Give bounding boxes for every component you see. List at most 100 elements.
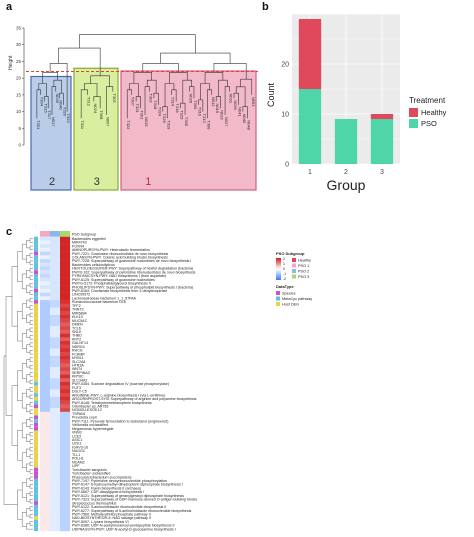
heatmap-cell xyxy=(50,322,60,327)
heatmap-cell xyxy=(60,307,70,312)
datatype-cell xyxy=(34,393,38,397)
heatmap-cell xyxy=(50,363,60,368)
heatmap-cell xyxy=(60,527,70,532)
heatmap-cell xyxy=(50,370,60,375)
heatmap-cell xyxy=(60,475,70,480)
heatmap-cell xyxy=(40,251,50,256)
datatype-cell xyxy=(34,527,38,531)
leaf-label: N007 xyxy=(106,117,111,127)
datatype-cell xyxy=(34,266,38,271)
heatmap-cell xyxy=(60,236,70,241)
cluster-box-2 xyxy=(30,75,72,191)
heatmap-cell xyxy=(60,393,70,398)
heatmap-cell xyxy=(50,251,60,256)
row-dendro-branch xyxy=(26,433,30,442)
row-dendro-branch xyxy=(26,344,30,353)
leaf-label: T324 xyxy=(157,107,162,117)
heatmap-cell xyxy=(50,396,60,401)
row-dendro-branch xyxy=(22,452,27,468)
heatmap-cell xyxy=(50,463,60,468)
datatype-cell xyxy=(34,382,38,386)
heatmap-cell xyxy=(60,519,70,524)
heatmap-cell xyxy=(50,419,60,424)
leaf-label: T318 xyxy=(153,100,158,110)
heatmap-row-label: Turicibacter sanguinis xyxy=(72,468,107,472)
legend-label: PSO xyxy=(421,119,437,128)
heatmap-cell xyxy=(50,367,60,372)
bar-y-tick-label: 0 xyxy=(285,162,289,169)
leaf-label: T321 xyxy=(135,104,140,114)
heatmap-cell xyxy=(50,445,60,450)
leaf-label: N041 xyxy=(237,107,242,117)
heatmap-row-label: PYRIDNUCSYN-PWY: NAD biosynthesis I (fro… xyxy=(72,274,166,278)
heatmap-cell xyxy=(40,262,50,267)
heatmap-cell xyxy=(60,501,70,506)
cluster-box-3 xyxy=(73,67,119,191)
datatype-cell xyxy=(34,512,38,517)
row-dendro-branch xyxy=(29,379,33,385)
heatmap-cell xyxy=(60,288,70,293)
row-dendro-branch xyxy=(29,238,33,243)
heatmap-cell xyxy=(60,408,70,412)
heatmap-cell xyxy=(60,385,70,390)
heatmap-cell xyxy=(50,281,60,286)
heatmap-row-label: PWY-6148: Tetrahydromethanopterin biosyn… xyxy=(72,401,152,405)
heatmap-cell xyxy=(50,236,60,241)
heatmap-cell xyxy=(40,326,50,331)
heatmap-row-label: ASIC1 xyxy=(72,438,82,442)
datatype-cell xyxy=(34,404,38,409)
heatmap-cell xyxy=(40,277,50,282)
heatmap-row-label: UCK1 xyxy=(72,442,82,446)
datatype-cell xyxy=(34,497,38,502)
heatmap-cell xyxy=(40,259,50,263)
datatype-cell xyxy=(34,300,38,304)
heatmap-cell xyxy=(40,501,50,506)
legend-label: Healthy xyxy=(421,108,447,117)
heatmap-cell xyxy=(60,486,70,491)
heatmap-cell xyxy=(50,523,60,528)
heatmap-row-label: UDPNAGSYN-PWY: UDP-N-acetyl-D-glucosamin… xyxy=(72,527,176,531)
heatmap-cell xyxy=(40,322,50,327)
datatype-cell xyxy=(34,437,38,442)
heatmap-cell xyxy=(40,273,50,278)
bar-y-label: Count xyxy=(266,83,276,108)
dendro-tick-label: 0 xyxy=(18,143,21,148)
dendrogram-y-axis: 0 5 10 15 20 25 30 35 xyxy=(16,26,25,148)
heatmap-cell xyxy=(40,463,50,468)
leaf-label: T314 xyxy=(171,97,176,107)
heatmap-cell xyxy=(40,404,50,409)
leaf-label: T303 xyxy=(112,94,117,104)
row-dendro-branch xyxy=(26,329,30,338)
row-dendro-branch xyxy=(26,299,30,308)
heatmap-cell xyxy=(60,434,70,439)
datatype-cell xyxy=(34,337,38,342)
datatype-legend-label: MetaCyc pathway xyxy=(282,297,312,301)
heatmap-row-label: PWY-7323: Superpathway of GDP-mannose-de… xyxy=(72,498,197,502)
leaf-label: N053 xyxy=(251,97,256,107)
heatmap-cell xyxy=(40,508,50,513)
heatmap-cell xyxy=(40,240,50,245)
heatmap-row-label: LINC00972 xyxy=(72,293,90,297)
heatmap-row-label: Bacteroides cellulosilyticus xyxy=(72,263,115,267)
row-dendro-branch xyxy=(29,357,33,362)
heatmap-cell xyxy=(50,285,60,290)
heatmap-cell xyxy=(60,374,70,379)
bar-healthy-1 xyxy=(298,19,322,89)
heatmap-cell xyxy=(60,370,70,375)
heatmap-row-label: SERPINA3 xyxy=(72,371,90,375)
heatmap-cell xyxy=(50,516,60,521)
heatmap-cell xyxy=(60,456,70,461)
heatmap-cell xyxy=(60,259,70,263)
datatype-cell xyxy=(34,452,38,457)
leaf-label: T306 xyxy=(206,120,211,130)
bar-healthy-3 xyxy=(370,114,394,119)
heatmap-cell xyxy=(60,389,70,394)
heatmap-cell xyxy=(40,348,50,353)
heatmap-row-label: PWY-6125: Superpathway of guanosine nucl… xyxy=(72,278,155,282)
color-scale-tick: -2 xyxy=(283,277,286,281)
row-dendro-branch xyxy=(29,484,33,489)
row-dendro-branch xyxy=(26,255,30,263)
heatmap-row-label: KRT2 xyxy=(72,337,81,341)
leaf-label: N027 xyxy=(224,117,229,127)
heatmap-cell xyxy=(60,337,70,342)
